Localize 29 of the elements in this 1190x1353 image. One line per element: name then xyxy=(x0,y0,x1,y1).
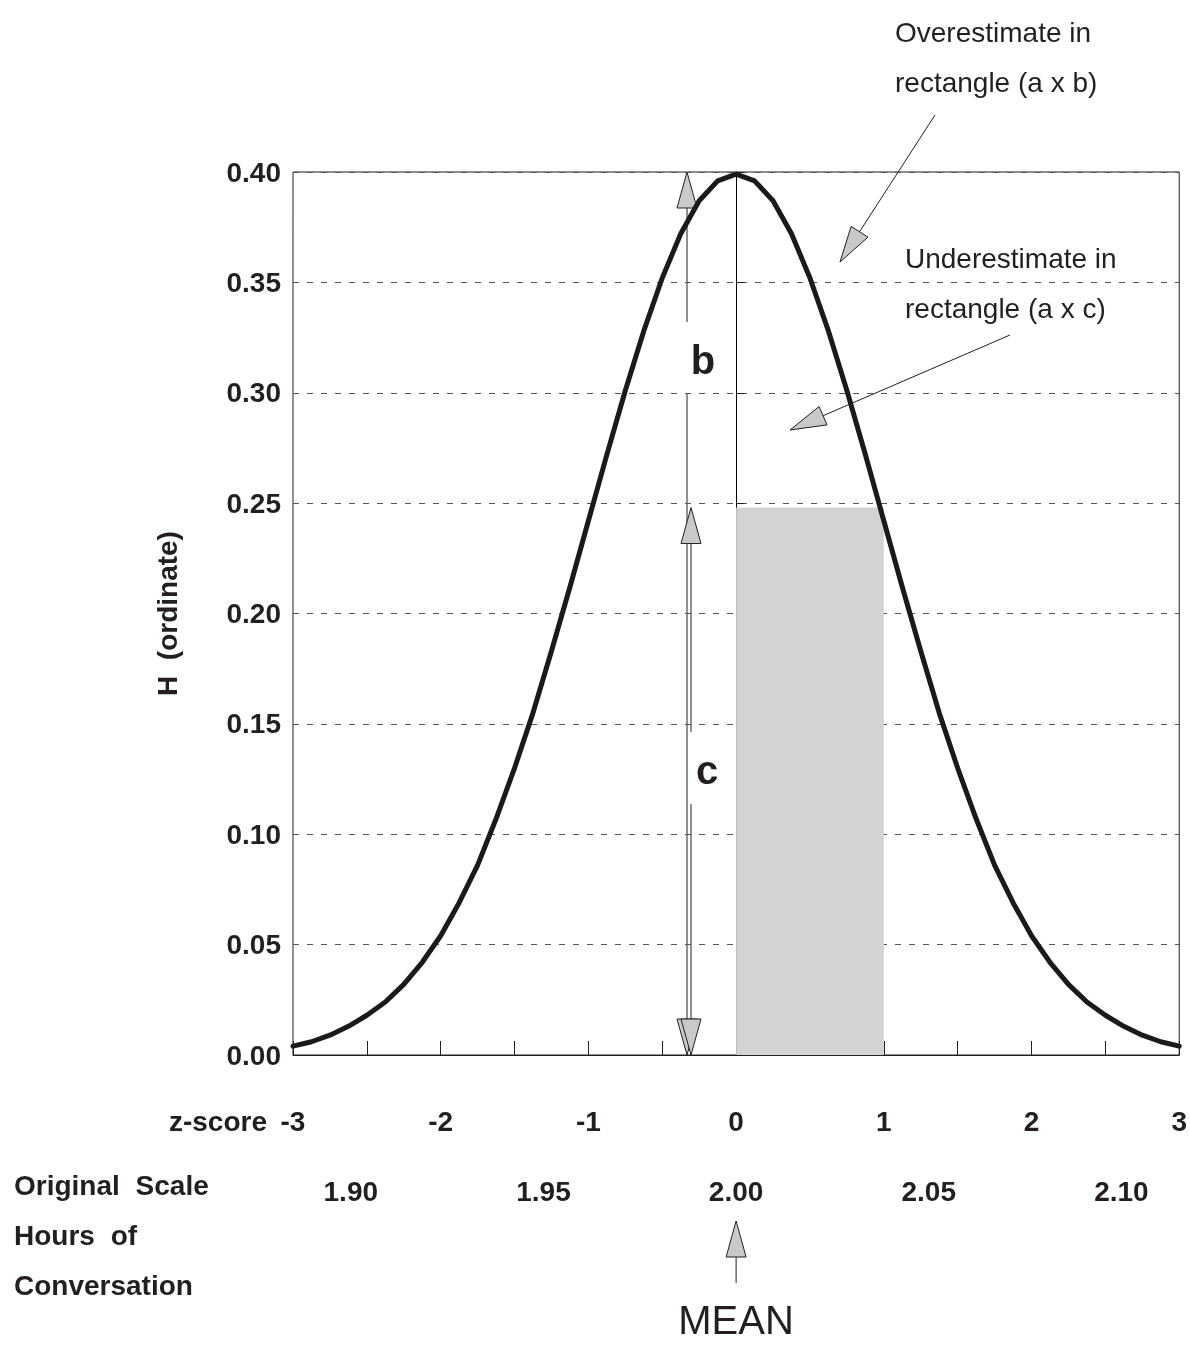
x2-tick-label: 2.10 xyxy=(1094,1175,1149,1207)
annotation: MEAN xyxy=(677,1297,795,1344)
annotation: Underestimate in rectangle (a x c) xyxy=(905,242,1118,326)
y-tick-label: 0.30 xyxy=(226,377,281,409)
annotation: c xyxy=(694,747,720,794)
x-tick-label: 2 xyxy=(1023,1105,1040,1137)
y-tick-label: 0.15 xyxy=(226,708,281,740)
x-tick-label: -2 xyxy=(428,1105,454,1137)
x2-tick-label: 1.90 xyxy=(323,1175,379,1207)
x2-tick-label: 2.05 xyxy=(901,1175,957,1207)
y-tick-label: 0.10 xyxy=(226,818,281,850)
y-tick-label: 0.00 xyxy=(226,1039,281,1071)
text: Overestimate in rectangle (a x b) xyxy=(895,16,1099,100)
x-axis-title: z-score xyxy=(167,1105,267,1139)
y-tick-label: 0.05 xyxy=(226,929,281,961)
y-tick-label: 0.25 xyxy=(226,487,281,519)
y-tick-label: 0.35 xyxy=(226,266,281,298)
x2-tick-label: 2.00 xyxy=(708,1175,764,1207)
x-tick-label: 1 xyxy=(876,1105,892,1137)
y-tick-label: 0.20 xyxy=(226,598,281,629)
annotation: b xyxy=(689,337,717,384)
x-tick-label: 0 xyxy=(728,1105,744,1137)
x-tick-label: -3 xyxy=(280,1105,306,1137)
y-axis-title: H (ordinate) xyxy=(151,531,183,696)
x-tick-label: 3 xyxy=(1171,1105,1187,1137)
x2-axis-title: Original Scale Hours of Conversation xyxy=(14,1169,210,1303)
y-tick-label: 0.40 xyxy=(226,156,281,188)
x-tick-label: -1 xyxy=(575,1105,601,1137)
x2-tick-label: 1.95 xyxy=(516,1175,571,1207)
